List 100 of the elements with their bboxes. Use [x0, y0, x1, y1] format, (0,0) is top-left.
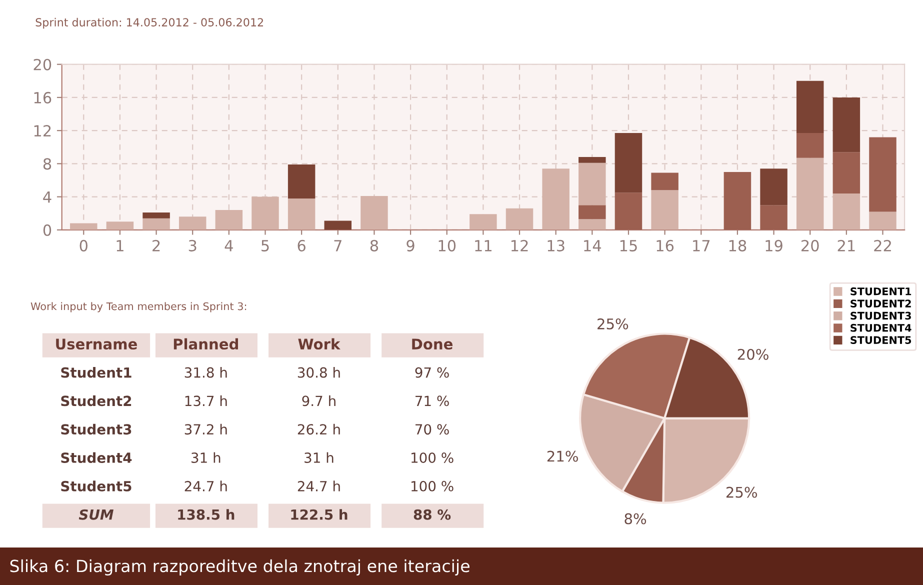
bar — [324, 220, 352, 230]
text: 88 % — [414, 509, 451, 520]
text: Student5 — [61, 480, 132, 492]
category-label: Done — [412, 338, 453, 350]
text: 97 % — [415, 367, 449, 378]
y-tick-label: 0 — [43, 224, 52, 236]
x-tick-label: 12 — [511, 240, 528, 252]
y-tick-label: 20 — [34, 58, 52, 70]
x-tick-label: 5 — [262, 240, 269, 252]
x-tick-label: 4 — [224, 240, 233, 252]
x-tick-label: 2 — [152, 240, 160, 252]
x-tick-label: 19 — [766, 240, 782, 252]
category-label: Work — [298, 338, 340, 350]
bar — [832, 152, 860, 194]
text: Student2 — [61, 395, 132, 406]
text: 138.5 h — [178, 509, 234, 520]
bar — [360, 196, 388, 230]
x-tick-label: 11 — [475, 240, 492, 252]
legend-label: STUDENT5 — [850, 336, 912, 344]
text: 31 h — [304, 452, 334, 464]
bar — [796, 158, 824, 230]
x-tick-label: 21 — [838, 240, 855, 252]
data-label: 25% — [726, 486, 758, 498]
text: 26.2 h — [298, 424, 340, 435]
text: 24.7 h — [298, 480, 340, 492]
text: 122.5 h — [291, 509, 348, 520]
x-tick-label: 14 — [584, 240, 602, 252]
bar — [470, 214, 497, 230]
text: Student3 — [61, 424, 132, 435]
data-label: 21% — [547, 450, 578, 462]
data-label: 20% — [738, 348, 768, 360]
category-label: Username — [56, 338, 137, 350]
text: SUM — [78, 509, 114, 520]
x-tick-label: 1 — [116, 240, 124, 252]
x-tick-label: 20 — [802, 240, 819, 252]
bar — [869, 212, 896, 230]
bar — [542, 168, 570, 230]
text: 100 % — [412, 480, 454, 492]
x-tick-label: 6 — [298, 240, 306, 252]
chart-title: Sprint duration: 14.05.2012 - 05.06.2012 — [36, 18, 263, 29]
x-tick-label: 10 — [438, 240, 456, 252]
bar — [70, 223, 98, 230]
bar — [178, 216, 206, 230]
bar — [760, 205, 788, 230]
bar — [215, 210, 243, 230]
y-tick-label: 12 — [34, 125, 51, 136]
text: Student4 — [61, 452, 132, 464]
bar — [142, 218, 170, 230]
x-tick-label: 17 — [693, 240, 710, 252]
bar — [651, 172, 678, 190]
bar — [578, 162, 606, 206]
bar — [578, 219, 606, 230]
x-tick-label: 9 — [406, 240, 414, 252]
text: 37.2 h — [184, 424, 227, 435]
bar — [614, 133, 642, 193]
bar — [578, 157, 606, 163]
x-tick-label: 22 — [874, 240, 891, 252]
bar — [651, 190, 678, 230]
legend-label: STUDENT4 — [850, 324, 912, 332]
bar — [832, 97, 860, 152]
text: 70 % — [416, 424, 449, 435]
x-tick-label: 18 — [729, 240, 746, 252]
x-tick-label: 3 — [188, 240, 196, 252]
text: 13.7 h — [185, 395, 227, 406]
bar — [869, 137, 896, 212]
bar — [506, 208, 534, 230]
bar — [106, 222, 134, 230]
y-tick-label: 16 — [34, 92, 52, 104]
bar — [614, 192, 642, 230]
y-tick-label: 4 — [43, 191, 52, 203]
bar — [760, 168, 788, 206]
data-label: 25% — [598, 318, 628, 330]
text: 30.8 h — [298, 367, 340, 378]
x-tick-label: 13 — [548, 240, 564, 252]
bar — [796, 80, 824, 134]
bar — [832, 193, 860, 230]
category-label: Planned — [174, 338, 238, 350]
bar — [252, 196, 279, 230]
bar — [724, 172, 752, 230]
y-tick-label: 8 — [43, 158, 52, 170]
text: Student1 — [61, 367, 132, 378]
x-tick-label: 16 — [656, 240, 674, 252]
text: 31.8 h — [184, 367, 227, 378]
legend-label: STUDENT3 — [850, 312, 911, 320]
bar — [288, 198, 316, 230]
text: 100 % — [412, 452, 454, 464]
x-tick-label: 0 — [80, 240, 88, 252]
x-tick-label: 15 — [620, 240, 637, 252]
text: 24.7 h — [184, 480, 227, 492]
x-tick-label: 8 — [370, 240, 378, 252]
legend-label: STUDENT1 — [850, 287, 912, 296]
x-tick-label: 7 — [334, 240, 342, 252]
text: 31 h — [192, 452, 220, 464]
text: 71 % — [416, 396, 449, 406]
bar — [142, 212, 170, 218]
bar — [578, 205, 606, 220]
text: Slika 6: Diagram razporeditve dela znotraj ene iteracije — [10, 559, 470, 576]
bar — [796, 133, 824, 158]
text: Work input by Team members in Sprint 3: — [30, 302, 246, 312]
legend-label: STUDENT2 — [850, 300, 911, 308]
